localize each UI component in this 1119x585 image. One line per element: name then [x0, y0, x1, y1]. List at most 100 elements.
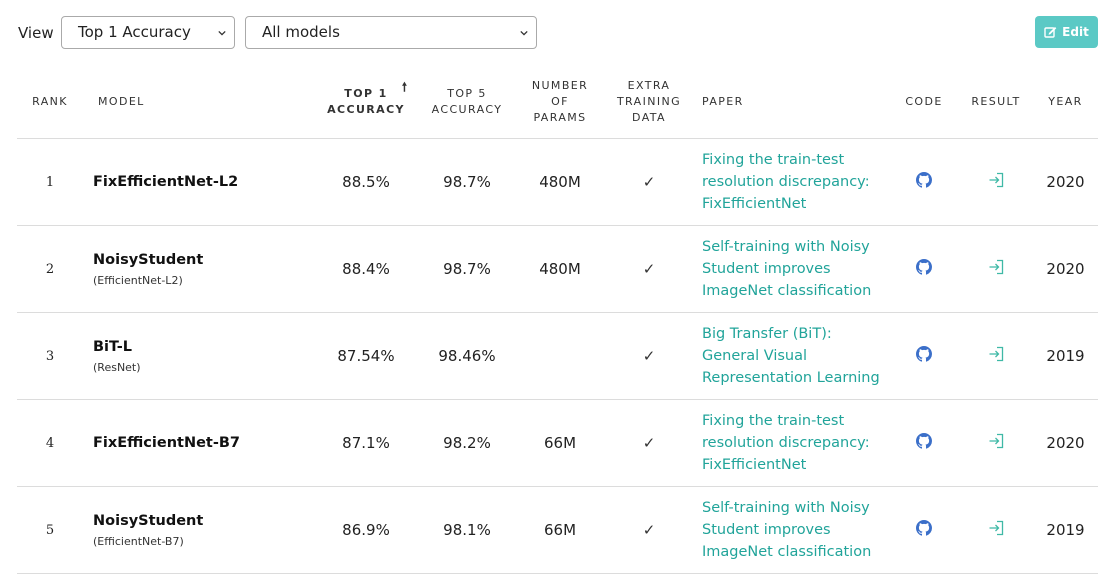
github-icon[interactable] — [916, 346, 932, 362]
table-row: 2 NoisyStudent (EfficientNet-L2) 88.4% 9… — [17, 225, 1098, 313]
top5-cell: 98.46% — [419, 312, 515, 400]
paper-link[interactable]: Fixing the train-test resolution discrep… — [702, 413, 870, 473]
model-name-link[interactable]: NoisyStudent — [93, 512, 204, 529]
code-cell — [889, 312, 959, 400]
result-cell — [959, 225, 1033, 313]
year-cell: 2020 — [1033, 138, 1098, 226]
top1-cell: 86.9% — [313, 486, 419, 574]
rank-cell: 1 — [17, 138, 83, 226]
paper-cell: Fixing the train-test resolution discrep… — [693, 399, 889, 487]
col-params-label: Number of params — [531, 79, 589, 124]
models-select[interactable]: All models — [245, 16, 537, 49]
col-model[interactable]: Model — [83, 66, 313, 139]
model-subtitle: (EfficientNet-B7) — [93, 534, 184, 548]
github-icon[interactable] — [916, 520, 932, 536]
year-cell: 2020 — [1033, 225, 1098, 313]
col-top1[interactable]: Top 1 Accuracy 🠕 — [313, 66, 419, 139]
params-cell: 66M — [515, 399, 605, 487]
rank-cell: 4 — [17, 399, 83, 487]
table-row: 1 FixEfficientNet-L2 88.5% 98.7% 480M ✓ … — [17, 138, 1098, 226]
paper-cell: Big Transfer (BiT): General Visual Repre… — [693, 312, 889, 400]
edit-label: Edit — [1062, 25, 1089, 39]
model-name-link[interactable]: FixEfficientNet-L2 — [93, 174, 239, 190]
toolbar: View Top 1 Accuracy All models Edit — [0, 0, 1119, 66]
rank-cell: 5 — [17, 486, 83, 574]
extra-data-check: ✓ — [605, 486, 693, 574]
paper-link[interactable]: Fixing the train-test resolution discrep… — [702, 152, 870, 212]
top5-cell: 98.2% — [419, 399, 515, 487]
params-cell: 66M — [515, 486, 605, 574]
login-arrow-icon[interactable] — [988, 172, 1005, 188]
chevron-down-icon — [218, 30, 226, 36]
leaderboard-table: Rank Model Top 1 Accuracy 🠕 Top 5 Accura… — [17, 66, 1098, 574]
login-arrow-icon[interactable] — [988, 346, 1005, 362]
model-name-link[interactable]: NoisyStudent — [93, 251, 204, 268]
login-arrow-icon[interactable] — [988, 259, 1005, 275]
code-cell — [889, 138, 959, 226]
model-cell: FixEfficientNet-B7 — [83, 399, 313, 487]
col-top5[interactable]: Top 5 Accuracy — [419, 66, 515, 139]
login-arrow-icon[interactable] — [988, 520, 1005, 536]
top5-cell: 98.7% — [419, 225, 515, 313]
params-cell: 480M — [515, 138, 605, 226]
col-top1-label: Top 1 Accuracy — [327, 87, 405, 116]
code-cell — [889, 399, 959, 487]
year-cell: 2019 — [1033, 486, 1098, 574]
col-rank[interactable]: Rank — [17, 66, 83, 139]
table-row: 4 FixEfficientNet-B7 87.1% 98.2% 66M ✓ F… — [17, 399, 1098, 487]
model-cell: NoisyStudent (EfficientNet-L2) — [83, 225, 313, 313]
extra-data-check: ✓ — [605, 312, 693, 400]
paper-link[interactable]: Self-training with Noisy Student improve… — [702, 500, 872, 560]
top1-cell: 87.54% — [313, 312, 419, 400]
result-cell — [959, 312, 1033, 400]
col-year[interactable]: Year — [1033, 66, 1098, 139]
result-cell — [959, 399, 1033, 487]
models-select-value: All models — [262, 23, 340, 41]
metric-select-value: Top 1 Accuracy — [78, 23, 191, 41]
table-row: 5 NoisyStudent (EfficientNet-B7) 86.9% 9… — [17, 486, 1098, 574]
params-cell: 480M — [515, 225, 605, 313]
model-name-link[interactable]: FixEfficientNet-B7 — [93, 435, 241, 451]
paper-link[interactable]: Self-training with Noisy Student improve… — [702, 239, 872, 299]
header-row: Rank Model Top 1 Accuracy 🠕 Top 5 Accura… — [17, 66, 1098, 139]
col-result[interactable]: Result — [959, 66, 1033, 139]
code-cell — [889, 225, 959, 313]
year-cell: 2020 — [1033, 399, 1098, 487]
col-extra-label: Extra Training Data — [616, 79, 682, 124]
github-icon[interactable] — [916, 433, 932, 449]
col-code[interactable]: Code — [889, 66, 959, 139]
rank-cell: 2 — [17, 225, 83, 313]
top5-cell: 98.7% — [419, 138, 515, 226]
github-icon[interactable] — [916, 259, 932, 275]
year-cell: 2019 — [1033, 312, 1098, 400]
paper-cell: Self-training with Noisy Student improve… — [693, 225, 889, 313]
result-cell — [959, 138, 1033, 226]
result-cell — [959, 486, 1033, 574]
edit-icon — [1044, 27, 1057, 38]
rank-cell: 3 — [17, 312, 83, 400]
edit-button[interactable]: Edit — [1035, 16, 1098, 48]
model-name-link[interactable]: BiT-L — [93, 338, 133, 355]
metric-select[interactable]: Top 1 Accuracy — [61, 16, 235, 49]
chevron-down-icon — [520, 30, 528, 36]
paper-cell: Fixing the train-test resolution discrep… — [693, 138, 889, 226]
extra-data-check: ✓ — [605, 138, 693, 226]
top1-cell: 87.1% — [313, 399, 419, 487]
top5-cell: 98.1% — [419, 486, 515, 574]
model-cell: NoisyStudent (EfficientNet-B7) — [83, 486, 313, 574]
top1-cell: 88.5% — [313, 138, 419, 226]
col-params[interactable]: Number of params — [515, 66, 605, 139]
paper-link[interactable]: Big Transfer (BiT): General Visual Repre… — [702, 326, 880, 386]
top1-cell: 88.4% — [313, 225, 419, 313]
login-arrow-icon[interactable] — [988, 433, 1005, 449]
col-top5-label: Top 5 Accuracy — [431, 87, 503, 116]
model-cell: FixEfficientNet-L2 — [83, 138, 313, 226]
extra-data-check: ✓ — [605, 225, 693, 313]
col-paper[interactable]: Paper — [693, 66, 889, 139]
col-extra[interactable]: Extra Training Data — [605, 66, 693, 139]
model-cell: BiT-L (ResNet) — [83, 312, 313, 400]
model-subtitle: (EfficientNet-L2) — [93, 273, 183, 287]
params-cell — [515, 312, 605, 400]
paper-cell: Self-training with Noisy Student improve… — [693, 486, 889, 574]
github-icon[interactable] — [916, 172, 932, 188]
